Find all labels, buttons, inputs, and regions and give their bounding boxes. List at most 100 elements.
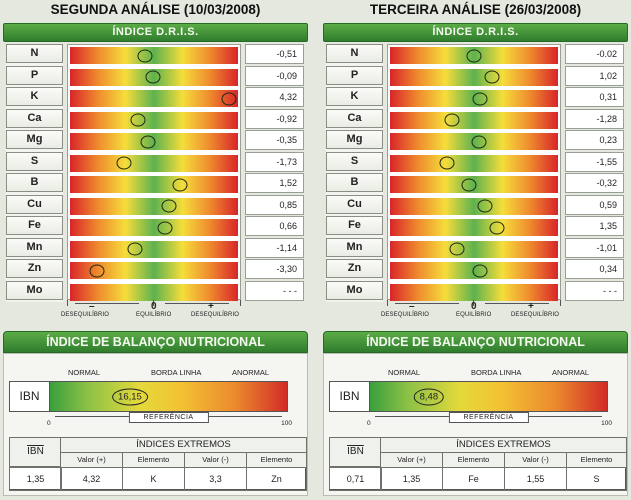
nutrient-label: Mg (326, 130, 383, 149)
dris-marker (484, 70, 500, 84)
valor-minus-header: Valor (-) (504, 452, 567, 468)
dris-value: 0,31 (565, 87, 624, 107)
dris-band-row (70, 90, 238, 107)
axis-zero: 0 (151, 301, 157, 312)
dris-value: 0,66 (245, 216, 304, 236)
nutrient-label: Mo (326, 280, 383, 300)
dris-band-row (70, 219, 238, 236)
dris-value: -0,09 (245, 65, 304, 86)
dris-marker (439, 156, 455, 170)
elemento-1-cell: K (122, 467, 185, 491)
dris-marker (127, 242, 142, 256)
nutrient-label: Fe (6, 216, 63, 235)
dris-band-row (390, 197, 558, 215)
axis-plus: + (208, 301, 214, 312)
dris-band-row (390, 47, 558, 64)
zone-anormal: ANORMAL (552, 368, 590, 377)
dris-band-row (70, 154, 238, 172)
dris-axis: –0 + DESEQUILÍBRIO EQUILÍBRIO DESEQUILÍBRIO (61, 300, 241, 323)
scale-min: 0 (47, 420, 51, 427)
dris-header: ÍNDICE D.R.I.S. (323, 23, 628, 42)
axis-caption-left: DESEQUILÍBRIO (381, 312, 429, 318)
dris-band-row (390, 176, 558, 193)
elemento-1-header: Elemento (122, 452, 185, 468)
dris-value: 1,02 (565, 65, 624, 86)
nutrient-label: Zn (326, 259, 383, 278)
dris-band-row (70, 133, 238, 150)
ibn-header: ÍNDICE DE BALANÇO NUTRICIONAL (323, 331, 628, 353)
nutrient-label-column: N P K Ca Mg S B Cu Fe Mn Zn Mo (326, 44, 383, 302)
nutrient-label: S (6, 151, 63, 171)
axis-caption-right: DESEQUILÍBRIO (511, 312, 559, 318)
dris-marker (89, 264, 105, 277)
nutrient-label: Ca (326, 108, 383, 128)
elemento-2-cell: Zn (246, 467, 307, 491)
nutrient-label: P (326, 65, 383, 85)
dris-value: -1,55 (565, 151, 624, 172)
dris-value: - - - (245, 280, 304, 301)
dris-band-row (390, 90, 558, 107)
dris-value: 0,23 (565, 130, 624, 150)
ibn-scale: REFERÊNCIA 0 100 (47, 412, 292, 438)
ibn-cell: 1,35 (9, 467, 62, 491)
ibn-value: 16,15 (112, 388, 148, 405)
ibn-gradient-bar: 16,15 (49, 381, 288, 412)
dris-value: 0,34 (565, 259, 624, 279)
zone-anormal: ANORMAL (232, 368, 270, 377)
panel-title: TERCEIRA ANÁLISE (26/03/2008) (369, 2, 582, 17)
dris-marker (466, 49, 482, 62)
axis-line (165, 303, 229, 304)
axis-caption-mid: EQUILÍBRIO (456, 312, 492, 318)
zone-normal: NORMAL (388, 368, 421, 377)
nutrient-label: Ca (6, 108, 63, 128)
dris-band-row (390, 68, 558, 86)
elemento-2-cell: S (566, 467, 627, 491)
dris-value: - - - (565, 280, 624, 301)
dris-band-row (390, 240, 558, 258)
dris-band-row (390, 283, 558, 301)
nutrient-label: Cu (326, 194, 383, 214)
axis-caption-right: DESEQUILÍBRIO (191, 312, 239, 318)
dris-value: 4,32 (245, 87, 304, 107)
axis-tick (387, 300, 388, 306)
axis-caption-mid: EQUILÍBRIO (136, 312, 172, 318)
extremes-table: IBN ÍNDICES EXTREMOS Valor (+) Elemento Valo… (9, 437, 307, 491)
ibn-header: ÍNDICE DE BALANÇO NUTRICIONAL (3, 331, 308, 353)
valor-plus-cell: 1,35 (380, 467, 443, 491)
nutrient-label: Fe (326, 216, 383, 235)
zone-borda-linha: BORDA LINHA (471, 368, 522, 377)
nutrient-label: Zn (6, 259, 63, 278)
nutrient-label: Mg (6, 130, 63, 149)
panel-title: SEGUNDA ANÁLISE (10/03/2008) (50, 2, 261, 17)
dris-header: ÍNDICE D.R.I.S. (3, 23, 308, 42)
axis-minus: – (89, 301, 95, 312)
dris-marker (130, 113, 145, 127)
valor-plus-header: Valor (+) (60, 452, 123, 468)
ibn-cell: 0,71 (329, 467, 382, 491)
ibn-value: 8,48 (413, 388, 445, 405)
dris-marker (157, 221, 173, 234)
nutrient-label: B (6, 173, 63, 192)
scale-min: 0 (367, 420, 371, 427)
dris-band-row (70, 240, 238, 258)
dris-value: -0,92 (245, 108, 304, 129)
axis-plus: + (528, 301, 534, 312)
axis-tick (153, 300, 154, 306)
dris-band-row (390, 111, 558, 129)
zone-normal: NORMAL (68, 368, 101, 377)
dris-band-row (70, 47, 238, 64)
extremes-header: ÍNDICES EXTREMOS (380, 437, 627, 453)
dris-band-row (390, 154, 558, 172)
dris-marker (172, 178, 188, 191)
dris-band-row (70, 262, 238, 279)
dris-marker (140, 135, 156, 148)
valor-minus-cell: 1,55 (504, 467, 567, 491)
dris-band-row (390, 219, 558, 236)
ibn-gradient-bar: 8,48 (369, 381, 608, 412)
dris-value: -1,01 (565, 237, 624, 258)
axis-line (75, 303, 139, 304)
extremes-table: IBN ÍNDICES EXTREMOS Valor (+) Elemento Valo… (329, 437, 627, 491)
dris-band-row (70, 283, 238, 301)
dris-value: -1,28 (565, 108, 624, 129)
dris-marker (472, 264, 488, 277)
